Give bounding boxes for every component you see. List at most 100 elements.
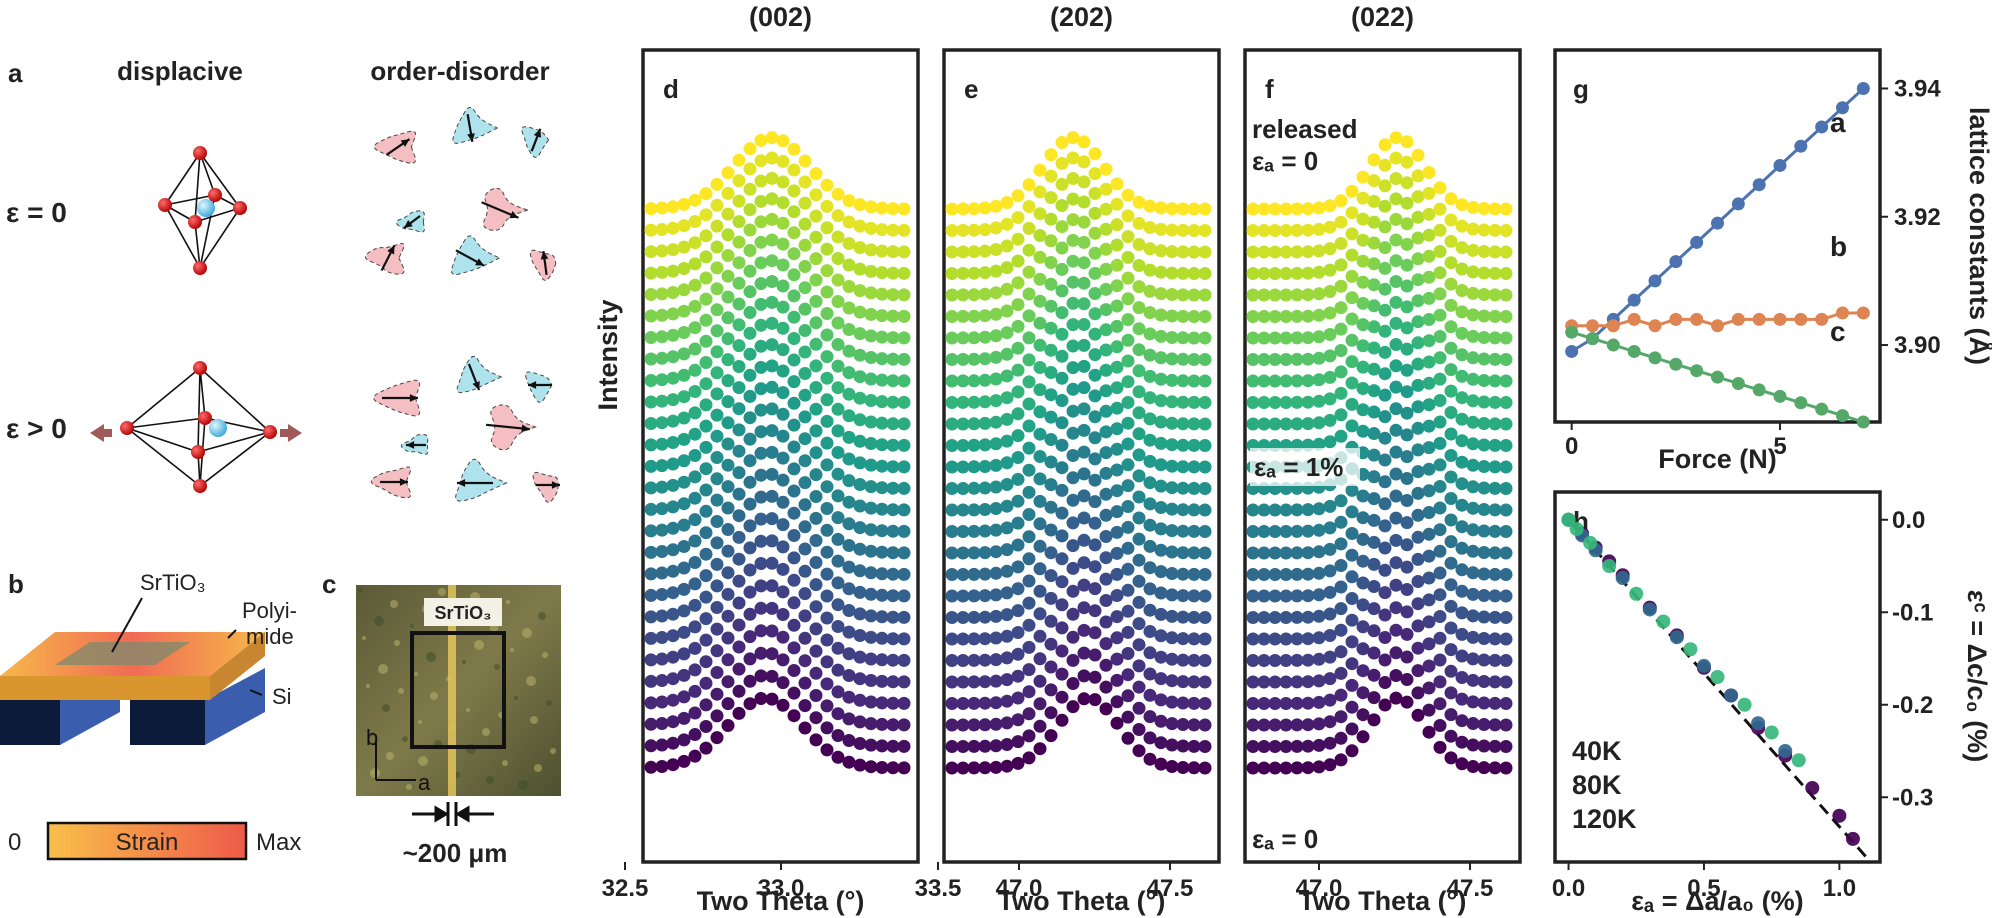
xrd-point bbox=[666, 221, 680, 235]
xrd-point bbox=[1088, 167, 1102, 181]
xrd-point bbox=[1268, 353, 1282, 366]
xrd-point bbox=[1187, 739, 1201, 753]
xrd-point bbox=[1455, 671, 1469, 684]
xrd-point bbox=[831, 295, 845, 308]
xrd-point bbox=[677, 582, 691, 596]
domain-blob bbox=[532, 471, 559, 503]
xrd-point bbox=[1132, 448, 1146, 462]
xrd-point bbox=[1411, 336, 1425, 350]
xrd-point bbox=[1499, 331, 1513, 345]
xrd-point bbox=[1011, 691, 1025, 705]
xrd-point bbox=[853, 650, 867, 664]
xrd-point bbox=[1154, 586, 1168, 600]
xrd-point bbox=[1378, 138, 1392, 152]
xrd-point bbox=[666, 758, 680, 772]
xrd-point bbox=[1422, 506, 1436, 519]
xrd-point bbox=[710, 324, 724, 338]
xrd-point bbox=[1055, 644, 1069, 658]
xrd-point bbox=[677, 754, 691, 768]
xrd-point bbox=[754, 174, 768, 188]
xrd-point bbox=[1466, 265, 1480, 279]
si-label: Si bbox=[272, 684, 292, 709]
strain-arrow-left-tail bbox=[104, 429, 112, 437]
xrd-point bbox=[809, 534, 823, 547]
xrd-point bbox=[1257, 568, 1271, 581]
xrd-point bbox=[1176, 739, 1190, 753]
xrd-point bbox=[1176, 632, 1190, 646]
xrd-point bbox=[1279, 245, 1293, 259]
xrd-point bbox=[864, 329, 878, 343]
xrd-point bbox=[666, 543, 680, 557]
xrd-point bbox=[956, 546, 970, 560]
xrd-point bbox=[1055, 284, 1069, 298]
xrd-point bbox=[1132, 617, 1146, 631]
xrd-point bbox=[1066, 151, 1080, 165]
xrd-point bbox=[721, 719, 735, 732]
xrd-point bbox=[1077, 276, 1091, 290]
xrd-point bbox=[1121, 209, 1135, 223]
xrd-point bbox=[1022, 596, 1036, 610]
xrd-point bbox=[1290, 202, 1304, 216]
xrd-point bbox=[886, 331, 900, 345]
xrd-point bbox=[721, 416, 735, 430]
xrd-point bbox=[989, 415, 1003, 429]
xrd-point bbox=[688, 620, 702, 634]
xrd-point bbox=[1055, 690, 1069, 704]
xrd-point bbox=[1121, 625, 1135, 639]
xrd-point bbox=[1022, 397, 1036, 411]
xrd-point bbox=[743, 454, 757, 468]
xrd-point bbox=[798, 388, 812, 402]
xrd-point bbox=[1176, 266, 1190, 280]
xrd-point bbox=[644, 739, 658, 753]
xrd-point bbox=[732, 297, 746, 311]
xrd-point bbox=[853, 585, 867, 599]
xrd-point bbox=[1499, 267, 1513, 280]
xrd-point bbox=[1268, 761, 1282, 775]
xrd-point bbox=[886, 352, 900, 366]
series-point bbox=[1815, 402, 1829, 416]
xrd-point bbox=[853, 327, 867, 341]
xrd-point bbox=[1132, 595, 1146, 609]
xrd-point bbox=[864, 630, 878, 644]
xrd-curve bbox=[1246, 489, 1513, 581]
x-tick-label: 0.5 bbox=[1687, 875, 1720, 902]
xrd-point bbox=[743, 519, 757, 533]
xrd-point bbox=[721, 609, 735, 623]
xrd-point bbox=[1022, 618, 1036, 632]
xrd-point bbox=[967, 438, 981, 452]
xrd-point bbox=[1246, 310, 1260, 323]
xrd-point bbox=[842, 755, 856, 769]
xrd-point bbox=[1110, 546, 1124, 560]
xrd-point bbox=[1257, 740, 1271, 753]
micrograph-speck bbox=[522, 628, 532, 638]
xrd-point bbox=[765, 579, 779, 593]
si-substrate-right bbox=[130, 700, 205, 745]
xrd-curve bbox=[644, 646, 911, 732]
series-point bbox=[1606, 338, 1620, 352]
xrd-point bbox=[1466, 458, 1480, 472]
xrd-point bbox=[1044, 366, 1058, 379]
xrd-point bbox=[1055, 667, 1069, 681]
xrd-point bbox=[1176, 309, 1190, 323]
xrd-point bbox=[732, 552, 746, 566]
xrd-point bbox=[1323, 585, 1337, 599]
xrd-point bbox=[1444, 192, 1458, 206]
xrd-point bbox=[864, 264, 878, 278]
xrd-point bbox=[831, 273, 845, 287]
xrd-point bbox=[1466, 286, 1480, 300]
xrd-point bbox=[1356, 554, 1370, 568]
xrd-point bbox=[1154, 244, 1168, 258]
xrd-point bbox=[978, 352, 992, 366]
xrd-point bbox=[1378, 345, 1392, 359]
series-point bbox=[1586, 319, 1599, 333]
xrd-point bbox=[1499, 654, 1513, 667]
xrd-point bbox=[1499, 224, 1513, 237]
xrd-point bbox=[1165, 524, 1179, 538]
xrd-point bbox=[1444, 298, 1458, 312]
xrd-point bbox=[1367, 492, 1381, 506]
xrd-point bbox=[1033, 652, 1047, 666]
xrd-point bbox=[721, 186, 735, 200]
xrd-point bbox=[1433, 181, 1447, 195]
xrd-point bbox=[688, 215, 702, 228]
xrd-point bbox=[1077, 646, 1091, 660]
